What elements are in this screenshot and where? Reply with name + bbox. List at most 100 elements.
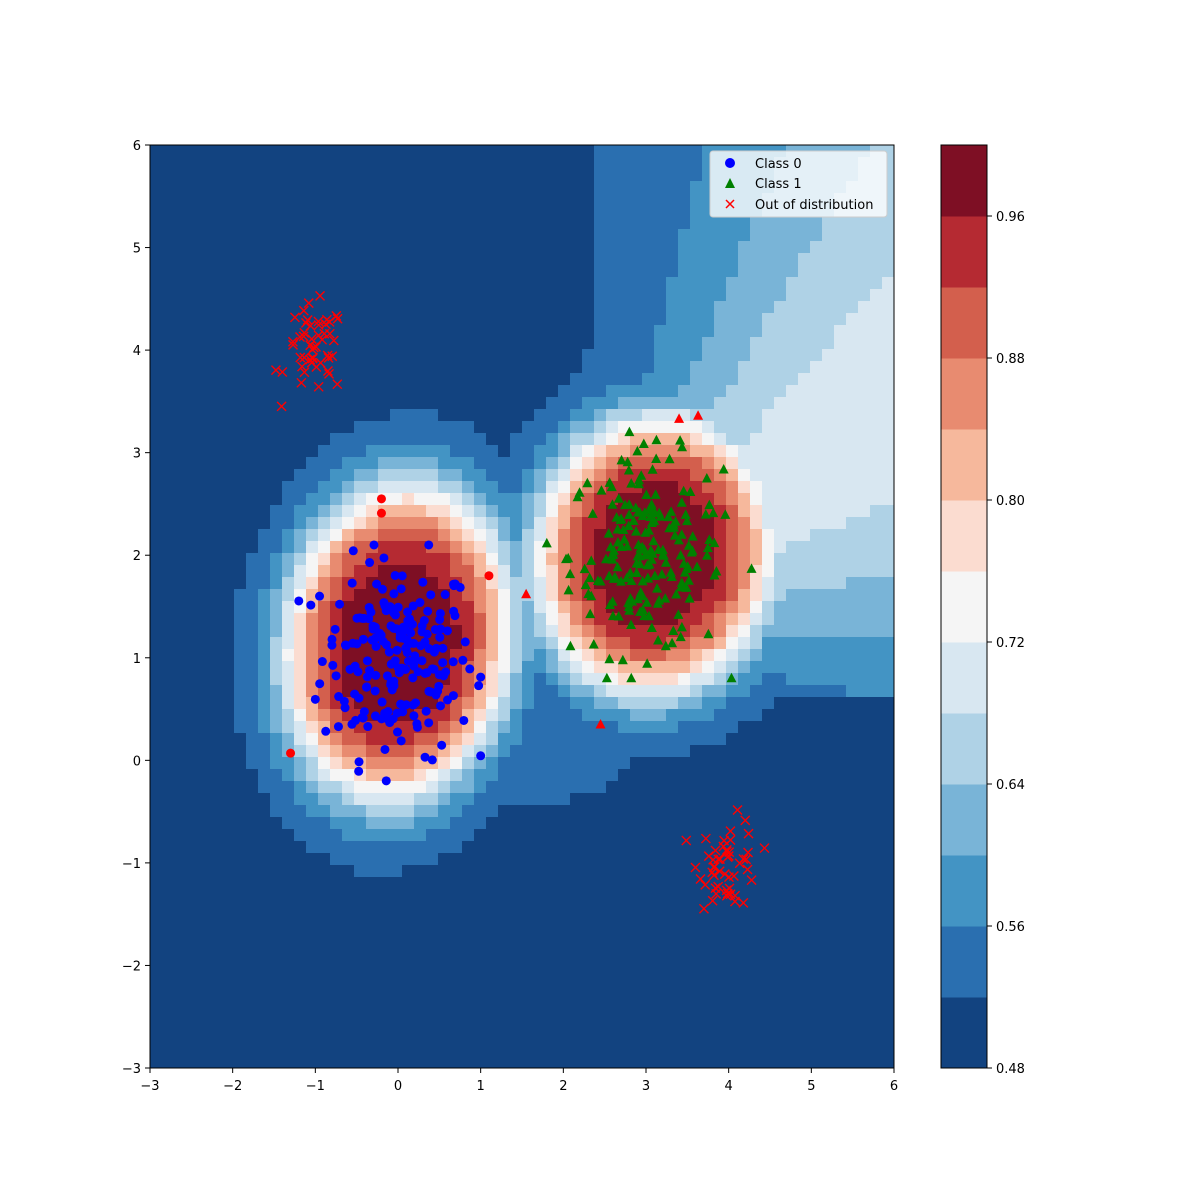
contour-cell	[150, 181, 163, 194]
contour-cell	[678, 373, 691, 386]
contour-cell	[498, 781, 511, 794]
contour-cell	[354, 445, 367, 458]
contour-cell	[210, 337, 223, 350]
contour-cell	[174, 229, 187, 242]
contour-cell	[294, 697, 307, 710]
contour-cell	[546, 853, 559, 866]
contour-cell	[678, 385, 691, 398]
contour-cell	[834, 769, 847, 782]
contour-cell	[666, 745, 679, 758]
contour-cell	[678, 901, 691, 914]
class-0-point	[350, 689, 360, 699]
contour-cell	[222, 373, 235, 386]
contour-cell	[582, 877, 595, 890]
contour-cell	[534, 661, 547, 674]
contour-cell	[318, 409, 331, 422]
contour-cell	[546, 289, 559, 302]
contour-cell	[870, 541, 883, 554]
contour-cell	[174, 409, 187, 422]
contour-cell	[270, 505, 283, 518]
contour-cell	[750, 661, 763, 674]
contour-cell	[666, 145, 679, 158]
contour-cell	[702, 697, 715, 710]
contour-cell	[558, 1033, 571, 1046]
contour-cell	[318, 1009, 331, 1022]
contour-cell	[822, 517, 835, 530]
contour-cell	[738, 481, 751, 494]
contour-cell	[786, 613, 799, 626]
contour-cell	[174, 469, 187, 482]
contour-cell	[270, 709, 283, 722]
contour-cell	[510, 745, 523, 758]
contour-cell	[726, 745, 739, 758]
contour-cell	[786, 373, 799, 386]
contour-cell	[294, 217, 307, 230]
contour-cell	[642, 385, 655, 398]
contour-cell	[150, 865, 163, 878]
contour-cell	[750, 793, 763, 806]
contour-cell	[498, 865, 511, 878]
contour-cell	[702, 733, 715, 746]
contour-cell	[738, 781, 751, 794]
contour-cell	[714, 637, 727, 650]
contour-cell	[462, 361, 475, 374]
contour-cell	[810, 865, 823, 878]
contour-cell	[198, 601, 211, 614]
contour-cell	[654, 733, 667, 746]
contour-cell	[246, 841, 259, 854]
contour-cell	[702, 949, 715, 962]
contour-cell	[486, 673, 499, 686]
contour-cell	[510, 181, 523, 194]
contour-cell	[702, 661, 715, 674]
contour-cell	[390, 361, 403, 374]
contour-cell	[510, 949, 523, 962]
contour-cell	[498, 265, 511, 278]
contour-cell	[222, 385, 235, 398]
contour-cell	[174, 373, 187, 386]
contour-cell	[762, 673, 775, 686]
contour-cell	[234, 613, 247, 626]
contour-cell	[546, 193, 559, 206]
contour-cell	[426, 1045, 439, 1058]
contour-cell	[738, 517, 751, 530]
contour-cell	[486, 313, 499, 326]
contour-cell	[786, 925, 799, 938]
contour-cell	[234, 697, 247, 710]
contour-cell	[882, 769, 894, 782]
contour-cell	[822, 781, 835, 794]
contour-cell	[618, 1045, 631, 1058]
contour-cell	[174, 505, 187, 518]
contour-cell	[582, 937, 595, 950]
contour-cell	[870, 901, 883, 914]
contour-cell	[534, 169, 547, 182]
contour-cell	[762, 745, 775, 758]
contour-cell	[234, 889, 247, 902]
contour-cell	[822, 325, 835, 338]
contour-cell	[810, 637, 823, 650]
contour-cell	[642, 397, 655, 410]
contour-cell	[882, 337, 894, 350]
contour-cell	[618, 709, 631, 722]
contour-cell	[234, 157, 247, 170]
contour-cell	[882, 889, 894, 902]
contour-cell	[162, 241, 175, 254]
contour-cell	[534, 865, 547, 878]
contour-cell	[774, 721, 787, 734]
contour-cell	[726, 601, 739, 614]
contour-cell	[702, 973, 715, 986]
contour-cell	[186, 685, 199, 698]
contour-cell	[198, 1045, 211, 1058]
contour-cell	[702, 361, 715, 374]
class-0-point	[383, 707, 393, 717]
contour-cell	[330, 241, 343, 254]
contour-cell	[222, 181, 235, 194]
contour-cell	[234, 469, 247, 482]
contour-cell	[774, 913, 787, 926]
contour-cell	[618, 409, 631, 422]
contour-cell	[258, 1021, 271, 1034]
contour-cell	[546, 589, 559, 602]
contour-cell	[450, 529, 463, 542]
contour-cell	[570, 865, 583, 878]
contour-cell	[246, 601, 259, 614]
contour-cell	[342, 649, 355, 662]
